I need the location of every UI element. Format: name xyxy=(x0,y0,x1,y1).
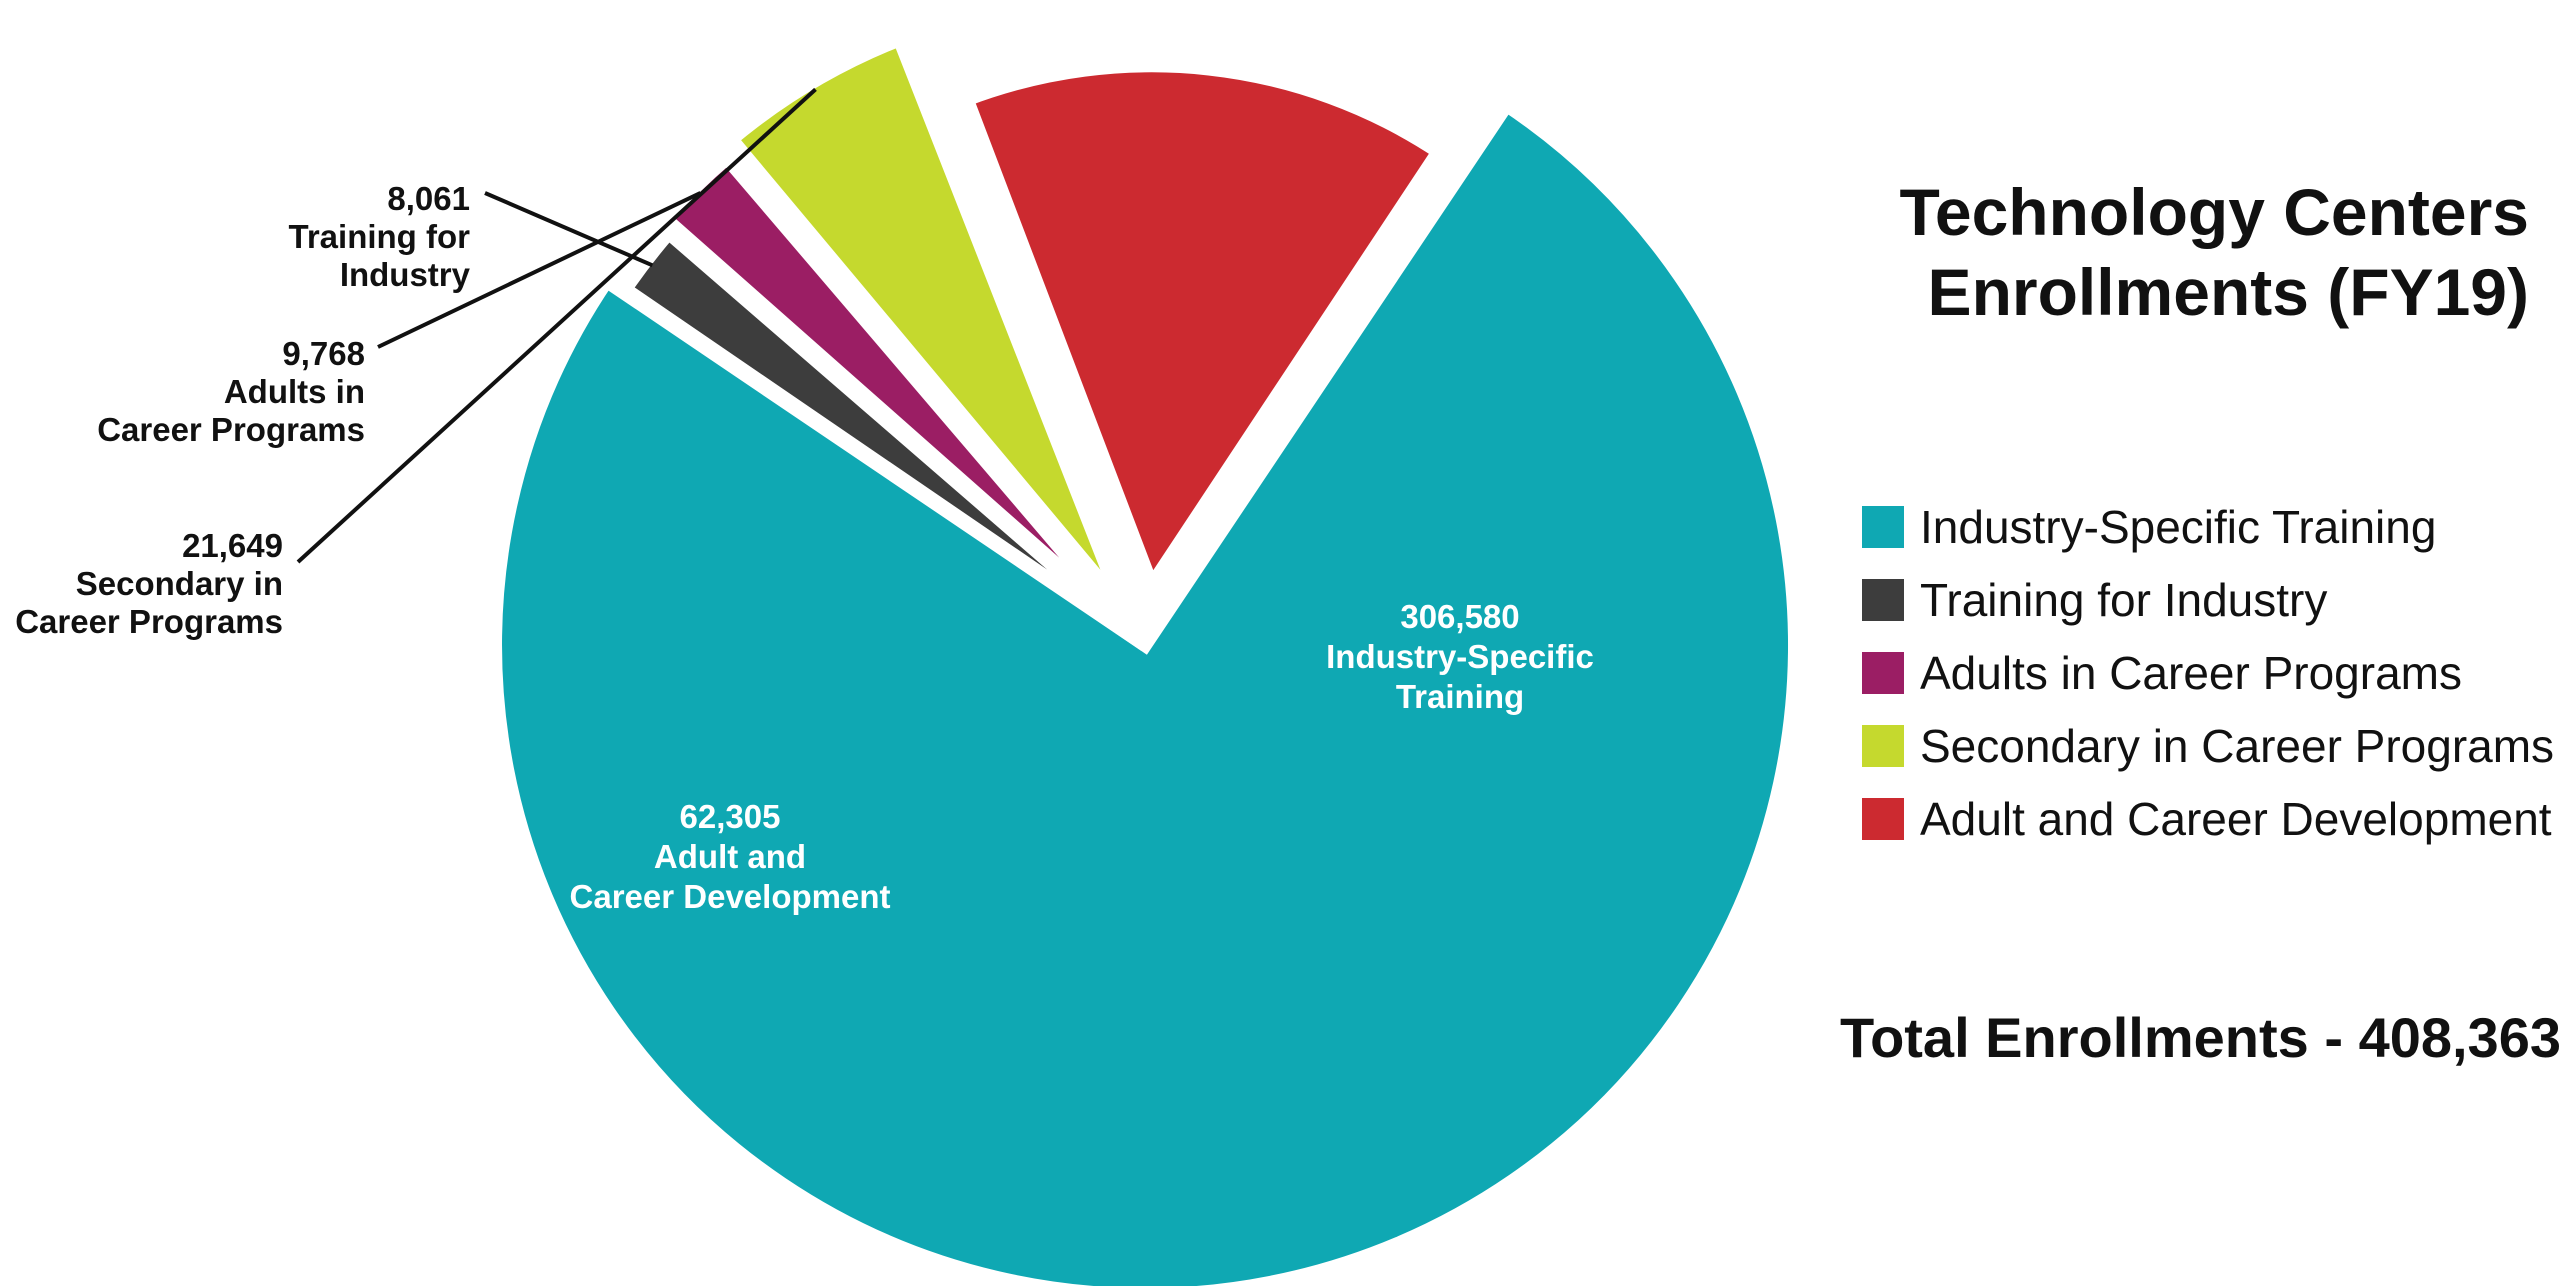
total-enrollments: Total Enrollments - 408,363 xyxy=(1840,1006,2561,1069)
pie-slice-adult-and-career-development xyxy=(957,58,1449,601)
legend-item-industry-specific-training: Industry-Specific Training xyxy=(1862,490,2554,563)
callout-name-label: Adults in xyxy=(224,373,365,410)
callout-value-label: 8,061 xyxy=(387,180,470,217)
callout-line xyxy=(296,87,817,564)
callout-value-label: 9,768 xyxy=(282,335,365,372)
callout-name-label: Career Programs xyxy=(97,411,365,448)
callout-name-label: Industry xyxy=(340,256,471,293)
legend-swatch xyxy=(1862,797,1904,840)
slice-value-label: 306,580 xyxy=(1400,598,1519,635)
legend: Industry-Specific Training Training for … xyxy=(1862,490,2554,855)
legend-label: Adult and Career Development xyxy=(1920,792,2552,845)
legend-item-training-for-industry: Training for Industry xyxy=(1862,563,2554,636)
slice-value-label: 62,305 xyxy=(680,798,781,835)
callout-line xyxy=(484,191,654,268)
chart-title-line-1: Technology Centers xyxy=(1899,175,2529,249)
callout-line xyxy=(377,191,702,349)
legend-item-adults-in-career-programs: Adults in Career Programs xyxy=(1862,636,2554,709)
pie-slice-adults-in-career-programs xyxy=(655,148,1135,635)
pie-slice-secondary-in-career-programs xyxy=(721,30,1130,612)
callout-value-label: 21,649 xyxy=(182,527,283,564)
slice-name-label: Training xyxy=(1396,678,1524,715)
legend-label: Training for Industry xyxy=(1920,573,2328,626)
slice-name-label: Industry-Specific xyxy=(1326,638,1594,675)
slice-name-label: Career Development xyxy=(570,878,891,915)
legend-item-secondary-in-career-programs: Secondary in Career Programs xyxy=(1862,709,2554,782)
pie-slice-industry-specific-training xyxy=(488,95,1803,1286)
legend-label: Industry-Specific Training xyxy=(1920,500,2437,553)
legend-label: Adults in Career Programs xyxy=(1920,646,2462,699)
slice-name-label: Adult and xyxy=(654,838,806,875)
callout-name-label: Training for xyxy=(289,218,471,255)
chart-title: Technology Centers Enrollments (FY19) xyxy=(1899,172,2529,332)
chart-title-line-2: Enrollments (FY19) xyxy=(1927,255,2529,329)
legend-swatch xyxy=(1862,724,1904,767)
legend-swatch xyxy=(1862,651,1904,694)
legend-swatch xyxy=(1862,578,1904,621)
legend-label: Secondary in Career Programs xyxy=(1920,719,2555,772)
callout-name-label: Career Programs xyxy=(15,603,283,640)
legend-item-adult-and-career-development: Adult and Career Development xyxy=(1862,782,2554,855)
legend-swatch xyxy=(1862,505,1904,548)
callout-name-label: Secondary in xyxy=(76,565,283,602)
